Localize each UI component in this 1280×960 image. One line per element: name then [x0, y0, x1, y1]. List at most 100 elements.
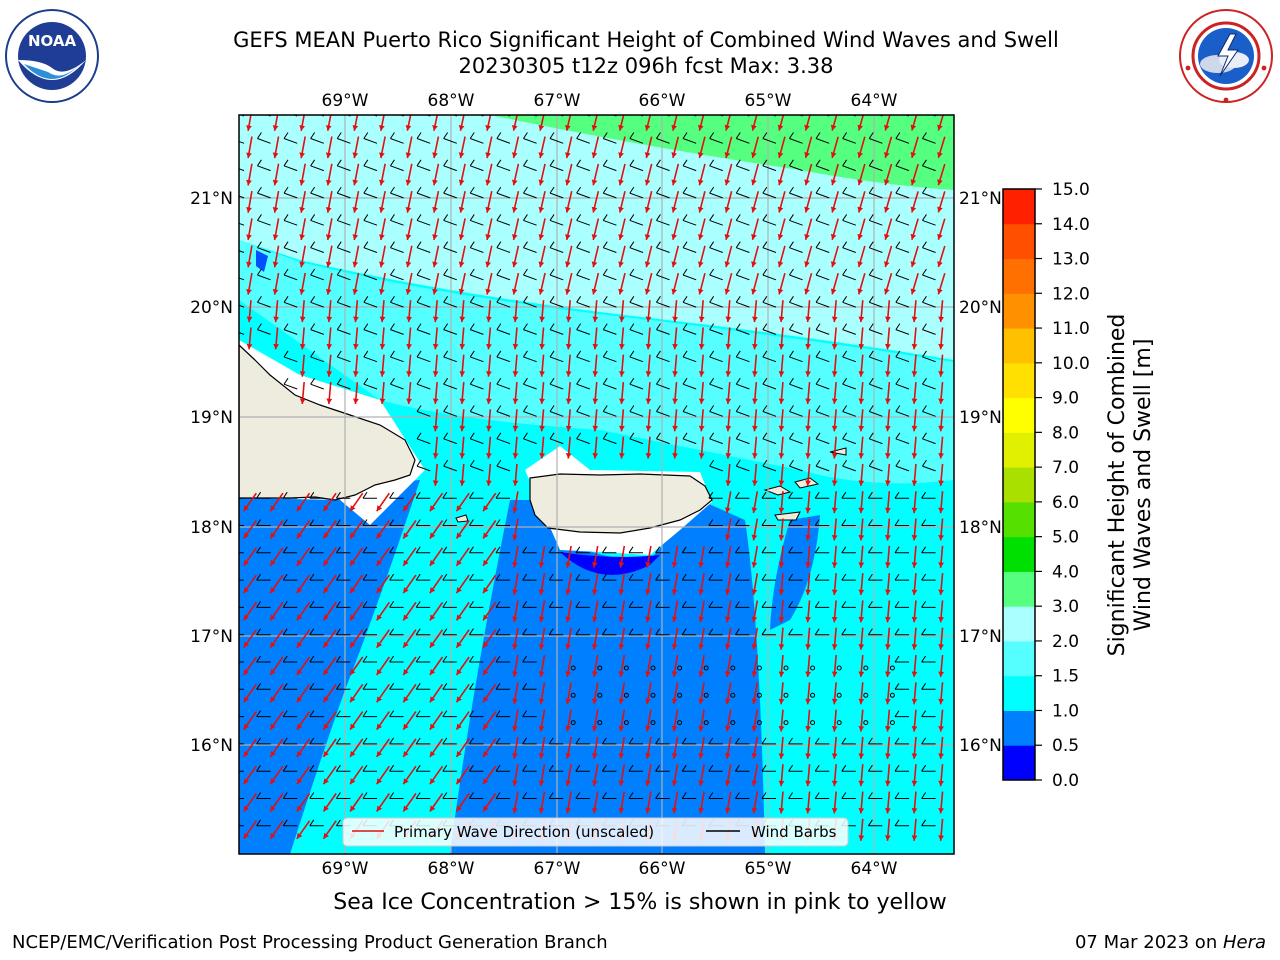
wind-barb — [256, 601, 271, 608]
wave-arrow-head — [325, 206, 332, 213]
sea-ice-caption: Sea Ice Concentration > 15% is shown in … — [333, 890, 947, 915]
wave-arrow-head — [299, 316, 306, 323]
colorbar-segment — [1003, 571, 1035, 607]
wave-arrow-head — [831, 807, 838, 814]
wave-arrow-head — [270, 723, 276, 730]
wind-barb — [921, 573, 936, 581]
colorbar-segment — [1003, 432, 1035, 468]
wind-barb — [283, 323, 298, 335]
wind-barb — [335, 546, 351, 554]
wind-barb — [868, 432, 883, 445]
wind-barb — [842, 186, 856, 199]
wind-barb — [789, 350, 803, 363]
wind-barb — [416, 432, 431, 445]
wind-barb — [495, 792, 510, 799]
wave-arrow-head — [376, 532, 383, 539]
wind-barb — [602, 268, 617, 281]
wind-barb — [309, 764, 324, 772]
wave-arrow-head — [725, 343, 732, 350]
wind-barb — [443, 186, 457, 199]
wave-arrow-head — [432, 179, 438, 186]
wind-barb — [416, 296, 431, 308]
wave-arrow-head — [405, 288, 412, 295]
wind-barb — [362, 683, 377, 690]
wave-arrow-head — [512, 316, 519, 323]
wind-barb — [496, 323, 511, 335]
wind-barb — [548, 546, 564, 554]
wind-barb — [762, 405, 777, 417]
wind-barb — [682, 323, 697, 335]
wave-arrow-head — [752, 425, 758, 432]
wind-barb — [761, 519, 776, 526]
wind-barb — [443, 405, 457, 417]
wind-barb — [389, 573, 404, 581]
wind-barb — [656, 405, 670, 417]
wind-barb — [549, 132, 564, 144]
wave-arrow-head — [456, 505, 462, 512]
wind-barb — [789, 377, 803, 390]
wave-arrow-head — [777, 206, 784, 213]
wind-barb — [789, 296, 803, 308]
lon-tick-labels-top: 69°W 68°W 67°W 66°W 65°W 64°W — [322, 91, 898, 111]
wind-barb — [655, 573, 670, 581]
wave-arrow-head — [592, 343, 599, 350]
wind-barb — [629, 268, 644, 281]
wave-arrow-head — [403, 587, 409, 594]
wave-arrow-head — [459, 371, 466, 377]
wind-barb — [655, 601, 670, 608]
wave-arrow-head — [350, 669, 356, 676]
wind-barb — [894, 764, 909, 772]
wind-barb — [894, 792, 909, 799]
wave-arrow-head — [243, 669, 250, 676]
wave-arrow-head — [458, 261, 465, 268]
wave-arrow-head — [618, 124, 624, 131]
wave-arrow-head — [538, 206, 545, 213]
wave-arrow-head — [403, 614, 409, 621]
wind-barb — [362, 628, 377, 636]
wave-arrow-head — [591, 780, 598, 787]
wind-barb — [788, 601, 803, 608]
wave-arrow-head — [456, 587, 462, 594]
wind-barb — [868, 296, 883, 308]
wave-arrow-head — [246, 343, 253, 350]
wave-arrow-head — [885, 507, 891, 514]
wave-arrow-head — [938, 453, 944, 459]
wind-barb — [709, 377, 723, 390]
wind-barb — [363, 377, 378, 390]
wave-arrow-head — [246, 316, 253, 323]
wind-barb-calm — [623, 720, 629, 726]
wave-arrow-head — [619, 425, 625, 432]
wind-barb — [522, 792, 537, 799]
wind-barb — [362, 546, 377, 554]
wind-barb — [842, 241, 856, 253]
wind-barb — [867, 628, 883, 636]
wind-barb — [469, 296, 484, 308]
wind-barb-calm — [703, 665, 709, 671]
wave-arrow-head — [486, 453, 492, 459]
wind-barb — [735, 377, 750, 390]
wave-arrow-head — [246, 234, 252, 241]
wind-barb-calm — [623, 665, 629, 671]
wave-arrow-head — [804, 261, 810, 268]
colorbar-tick-label: 9.0 — [1052, 389, 1079, 409]
wind-barb — [548, 792, 564, 799]
wave-arrow-head — [456, 641, 462, 648]
wind-barb — [602, 159, 617, 172]
wind-barb — [389, 792, 404, 799]
wave-arrow-head — [672, 343, 678, 350]
wave-arrow-head — [805, 562, 811, 568]
wind-barb — [389, 628, 404, 636]
lat-tick-label: 19°N — [959, 408, 1002, 428]
wave-arrow-head — [429, 805, 436, 812]
wind-barb — [469, 214, 484, 226]
wind-barb-calm — [783, 720, 789, 726]
wave-arrow-head — [405, 234, 412, 240]
wind-barb — [282, 764, 298, 772]
wave-arrow-head — [376, 723, 383, 730]
wind-barb — [602, 296, 617, 308]
wave-arrow-head — [752, 453, 758, 459]
wave-arrow-head — [698, 725, 705, 732]
wind-barb — [602, 432, 617, 445]
wave-arrow-head — [325, 288, 332, 295]
wind-barb — [922, 459, 936, 472]
